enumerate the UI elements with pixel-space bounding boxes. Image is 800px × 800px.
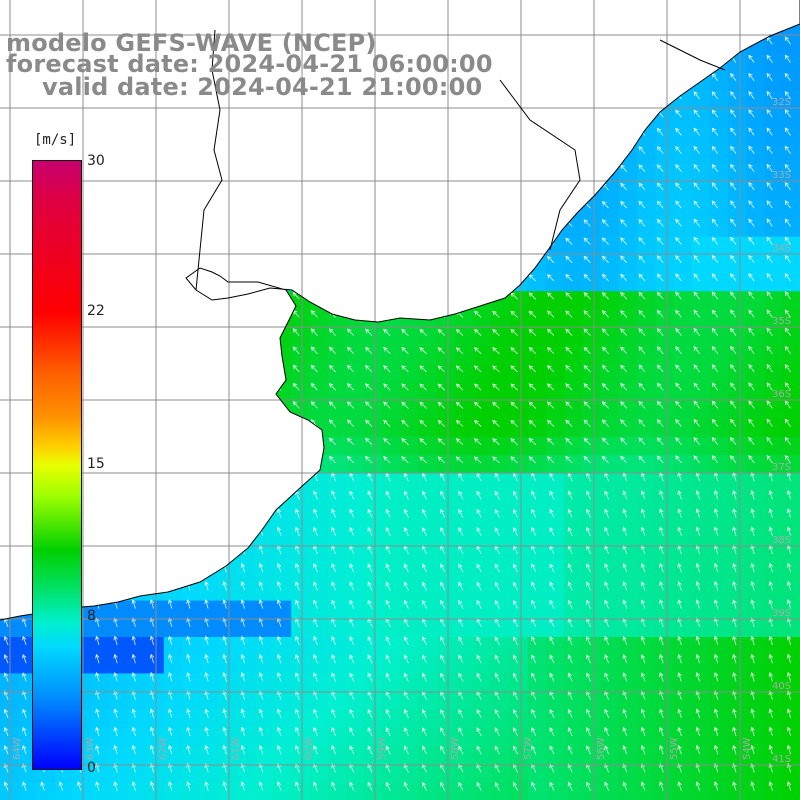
latitude-label: 33S — [772, 170, 791, 181]
latitude-labels: 32S 33S 34S 35S 36S 37S 38S 39S 40S 41S — [772, 97, 791, 765]
longitude-labels: 64W 63W 62W 61W 60W 59W 58W 57W 56W 55W 54W — [12, 737, 753, 760]
latitude-label: 35S — [772, 316, 791, 327]
model-title: modelo GEFS-WAVE (NCEP) — [6, 29, 377, 57]
latitude-label: 39S — [772, 608, 791, 619]
longitude-label: 55W — [669, 737, 680, 760]
colorbar — [32, 160, 82, 770]
forecast-date: forecast date: 2024-04-21 06:00:00 — [6, 50, 493, 78]
colorbar-tick-8: 8 — [87, 608, 96, 624]
longitude-label: 62W — [158, 737, 169, 760]
longitude-label: 64W — [12, 737, 23, 760]
latitude-label: 34S — [772, 243, 791, 254]
latitude-label: 38S — [772, 535, 791, 546]
latitude-label: 40S — [772, 681, 791, 692]
coastline — [0, 0, 800, 621]
colorbar-unit: [m/s] — [34, 132, 77, 148]
latitude-label: 32S — [772, 97, 791, 108]
latitude-label: 37S — [772, 462, 791, 473]
longitude-label: 56W — [596, 737, 607, 760]
valid-date: valid date: 2024-04-21 21:00:00 — [42, 73, 483, 101]
colorbar-tick-0: 0 — [87, 760, 96, 776]
latitude-label: 41S — [772, 754, 791, 765]
longitude-label: 58W — [450, 737, 461, 760]
colorbar-tick-22: 22 — [87, 303, 105, 319]
colorbar-tick-15: 15 — [87, 456, 105, 472]
land-area — [0, 0, 800, 620]
longitude-label: 61W — [231, 737, 242, 760]
colorbar-tick-30: 30 — [87, 153, 105, 169]
longitude-label: 59W — [377, 737, 388, 760]
latitude-label: 36S — [772, 389, 791, 400]
longitude-label: 60W — [304, 737, 315, 760]
longitude-label: 57W — [523, 737, 534, 760]
longitude-label: 54W — [742, 737, 753, 760]
longitude-label: 63W — [85, 737, 96, 760]
